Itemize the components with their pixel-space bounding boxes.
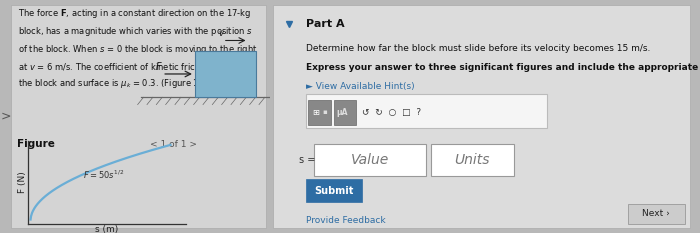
Text: Determine how far the block must slide before its velocity becomes 15 m/s.: Determine how far the block must slide b… (306, 45, 650, 53)
Text: ⊞: ⊞ (312, 108, 319, 117)
Text: Part A: Part A (306, 20, 344, 29)
Text: s =: s = (300, 155, 316, 164)
Text: $F = 50s^{1/2}$: $F = 50s^{1/2}$ (83, 169, 124, 181)
Text: Submit: Submit (314, 186, 354, 195)
Text: ↺  ↻  ○  □  ?: ↺ ↻ ○ □ ? (362, 108, 421, 117)
Text: Provide Feedback: Provide Feedback (306, 216, 385, 225)
Text: >: > (1, 110, 11, 123)
X-axis label: s (m): s (m) (95, 225, 118, 233)
Text: ► View Available Hint(s): ► View Available Hint(s) (306, 82, 414, 91)
Bar (334, 100, 356, 125)
Text: Value: Value (351, 153, 389, 167)
Bar (195, 51, 256, 97)
Text: $v$: $v$ (218, 29, 225, 38)
Bar (314, 144, 426, 176)
Text: $F$: $F$ (155, 60, 163, 72)
Bar (430, 144, 514, 176)
Text: < 1 of 1 >: < 1 of 1 > (150, 140, 197, 149)
Text: Figure: Figure (18, 140, 55, 149)
Text: The force $\mathbf{F}$, acting in a constant direction on the 17-kg
block, has a: The force $\mathbf{F}$, acting in a cons… (18, 7, 257, 89)
Bar (308, 100, 330, 125)
Y-axis label: F (N): F (N) (18, 171, 27, 193)
Text: ▪: ▪ (322, 109, 327, 115)
Bar (629, 204, 685, 224)
Text: Units: Units (454, 153, 490, 167)
Text: Express your answer to three significant figures and include the appropriate uni: Express your answer to three significant… (306, 63, 700, 72)
Text: μA: μA (337, 108, 348, 117)
Bar (306, 94, 547, 128)
Text: Next ›: Next › (643, 209, 670, 218)
Bar (306, 179, 362, 202)
